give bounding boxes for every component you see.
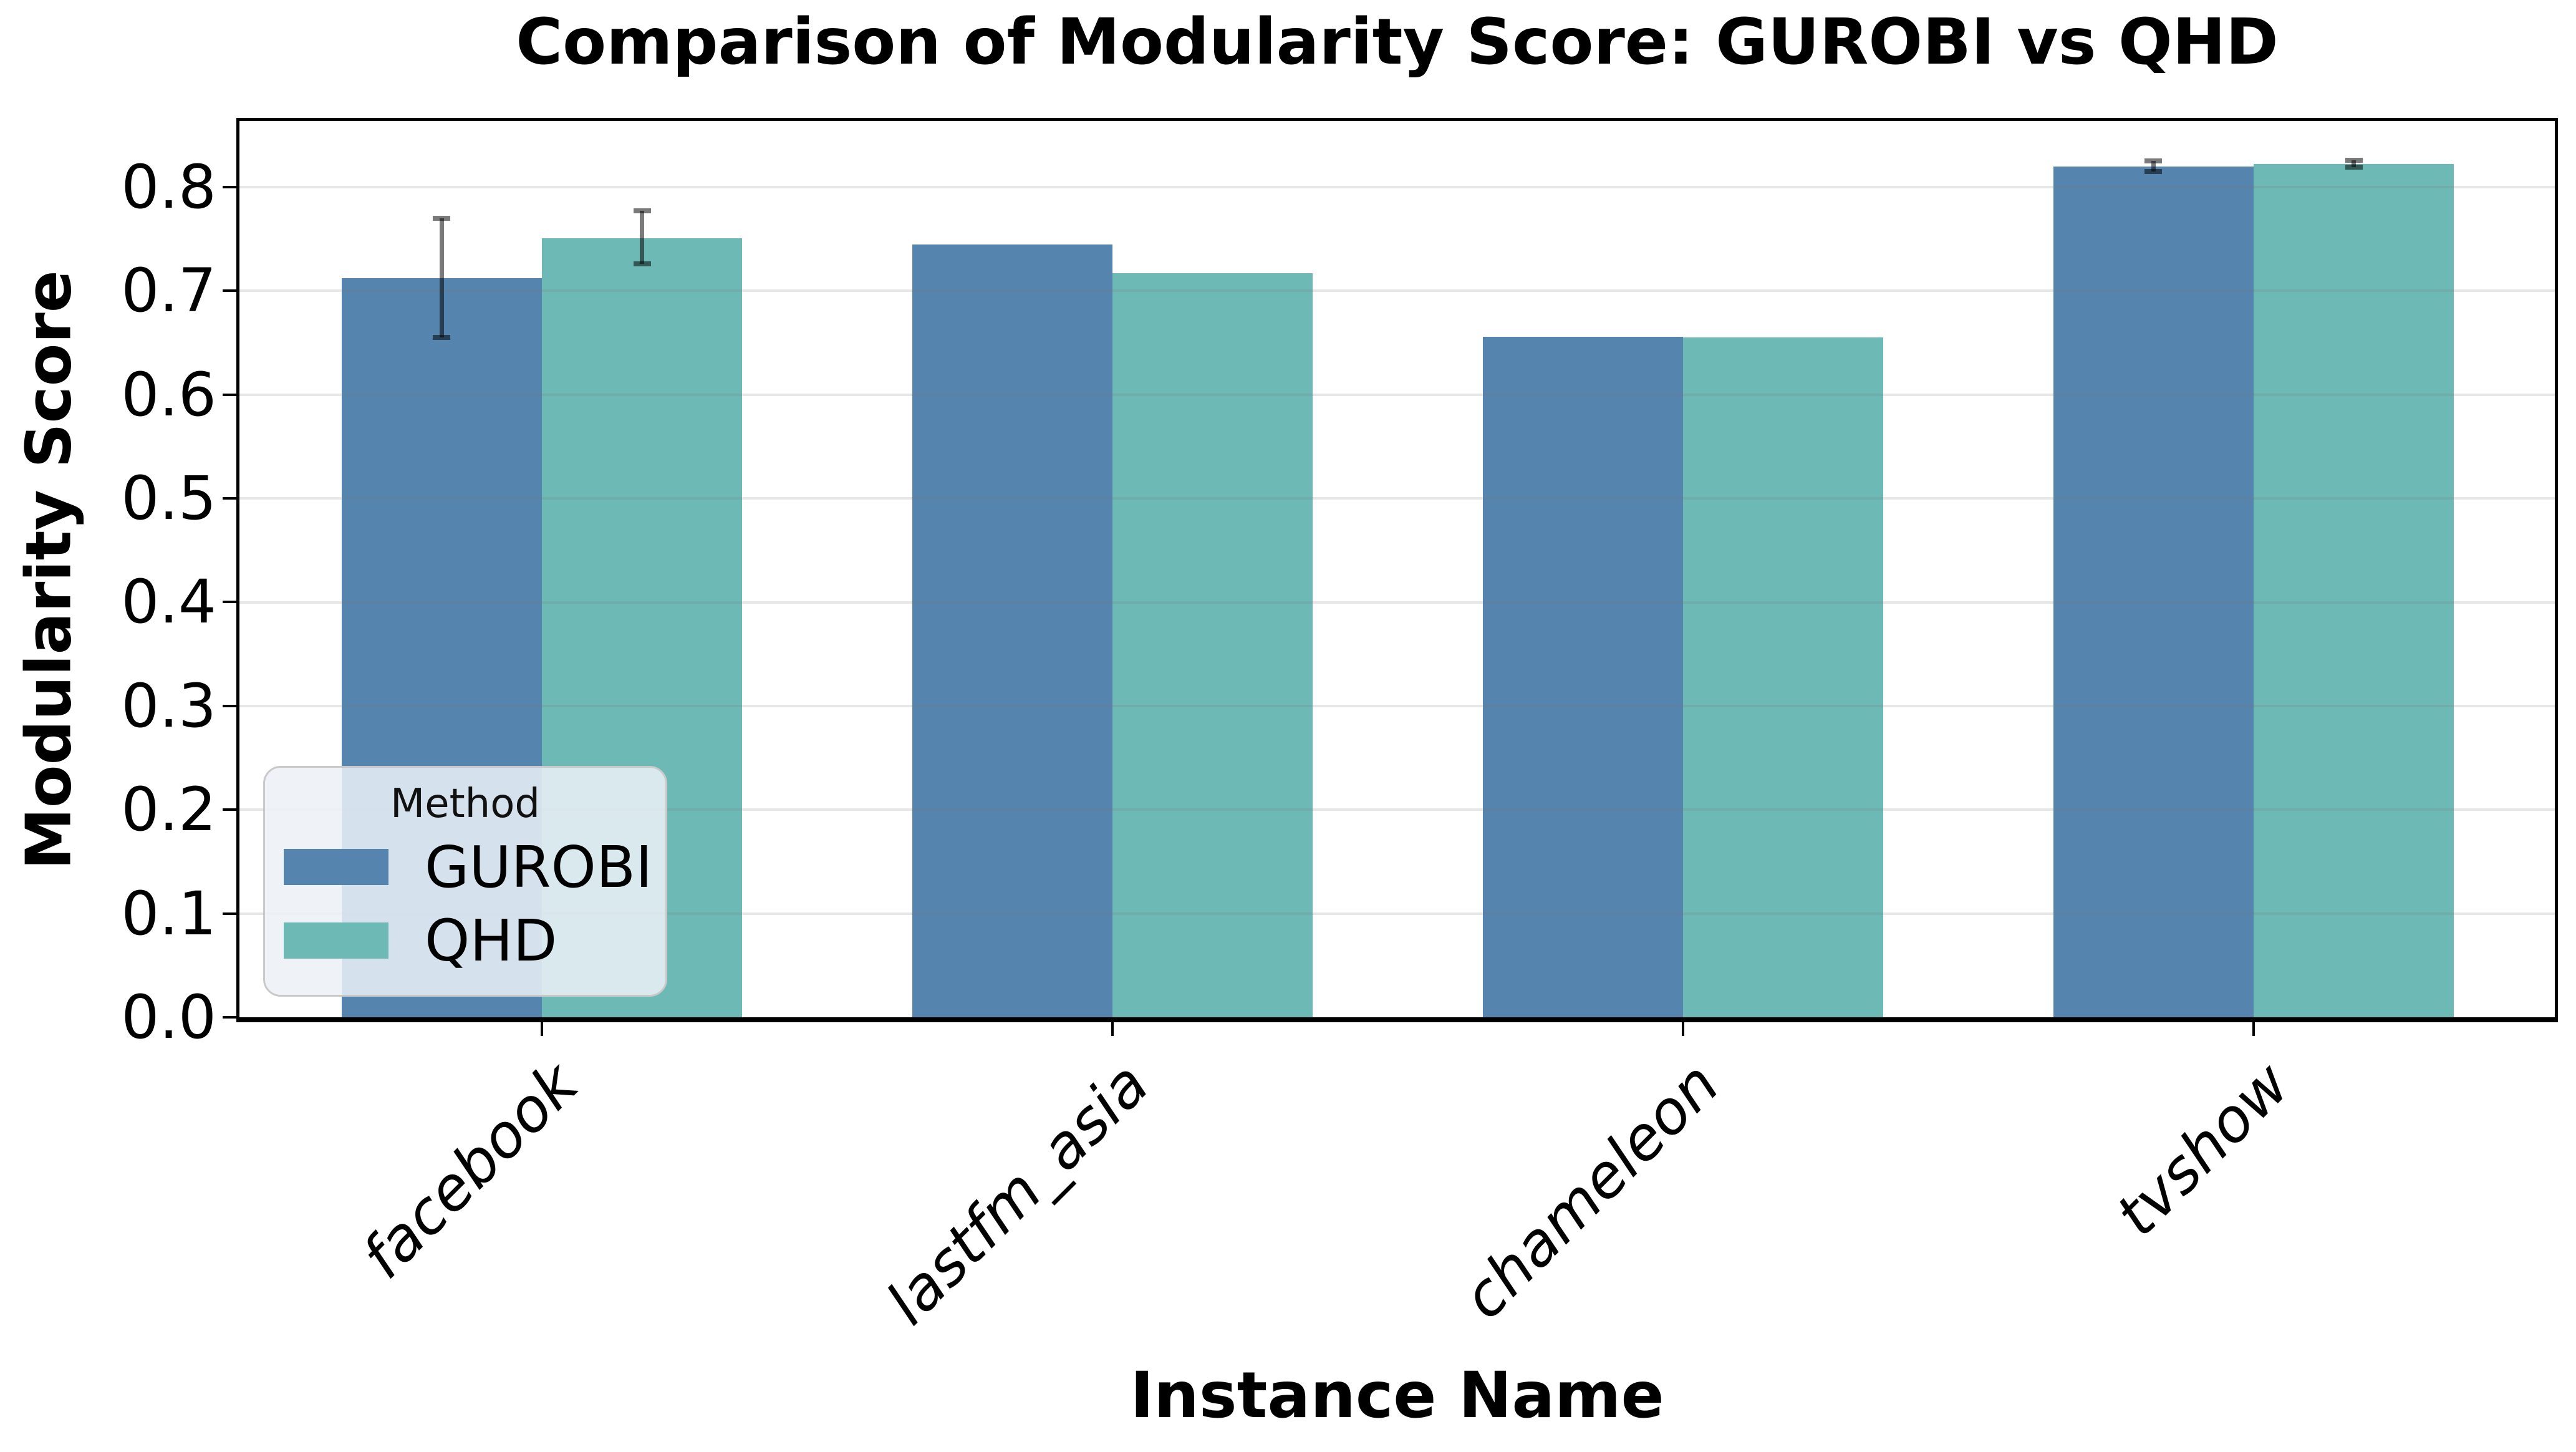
error-cap-high-facebook-QHD [633,208,651,214]
x-tick-label-chameleon: chameleon [1449,1049,1733,1333]
bar-chameleon-GUROBI [1482,336,1684,1017]
error-cap-low-tvshow-QHD [2345,165,2363,170]
x-axis-label: Instance Name [1130,1358,1664,1433]
legend-swatch-qhd [284,922,388,959]
bar-chameleon-QHD [1683,337,1884,1017]
chart-title: Comparison of Modularity Score: GUROBI v… [516,5,2279,79]
bar-lastfm_asia-GUROBI [912,244,1113,1017]
error-bar-facebook-GUROBI [439,218,444,338]
error-bar-facebook-QHD [640,211,644,264]
y-tick-label-0.3: 0.3 [121,670,216,741]
bar-tvshow-QHD [2253,164,2454,1017]
y-tick-label-0.0: 0.0 [121,982,216,1052]
legend-title: Method [390,781,541,827]
y-tick-0.5 [223,497,236,500]
y-tick-0.3 [223,704,236,707]
bar-lastfm_asia-QHD [1112,273,1313,1017]
y-tick-0.2 [223,808,236,811]
error-cap-low-facebook-GUROBI [433,335,451,341]
bar-tvshow-GUROBI [2053,166,2254,1017]
error-bar-tvshow-GUROBI [2151,161,2156,172]
y-tick-label-0.2: 0.2 [121,775,216,845]
y-tick-0.8 [223,185,236,188]
y-tick-0.1 [223,912,236,915]
y-tick-label-0.6: 0.6 [121,359,216,430]
legend: Method GUROBI QHD [263,766,667,997]
x-tick-chameleon [1682,1022,1685,1036]
x-tick-label-tvshow: tvshow [2102,1049,2303,1250]
error-cap-high-tvshow-QHD [2345,157,2363,163]
legend-item-QHD: QHD [265,904,665,977]
legend-items: GUROBI QHD [265,830,665,977]
error-cap-high-facebook-GUROBI [433,215,451,221]
y-tick-label-0.4: 0.4 [121,567,216,637]
y-tick-label-0.8: 0.8 [121,152,216,222]
legend-label-qhd: QHD [425,907,557,974]
y-tick-label-0.5: 0.5 [121,463,216,534]
y-tick-0.0 [223,1016,236,1019]
error-cap-high-tvshow-GUROBI [2144,158,2163,164]
y-tick-0.7 [223,289,236,293]
y-tick-0.6 [223,393,236,396]
x-tick-label-lastfm_asia: lastfm_asia [873,1049,1162,1338]
legend-label-gurobi: GUROBI [425,833,653,901]
y-tick-0.4 [223,601,236,604]
legend-swatch-gurobi [284,849,388,885]
x-tick-facebook [540,1022,543,1036]
error-bar-tvshow-QHD [2352,160,2357,168]
y-tick-label-0.7: 0.7 [121,256,216,326]
x-tick-lastfm_asia [1111,1022,1114,1036]
x-tick-tvshow [2252,1022,2255,1036]
error-cap-low-tvshow-GUROBI [2144,169,2163,175]
x-tick-label-facebook: facebook [348,1049,592,1292]
legend-item-GUROBI: GUROBI [265,830,665,904]
error-cap-low-facebook-QHD [633,261,651,267]
y-tick-label-0.1: 0.1 [121,878,216,949]
